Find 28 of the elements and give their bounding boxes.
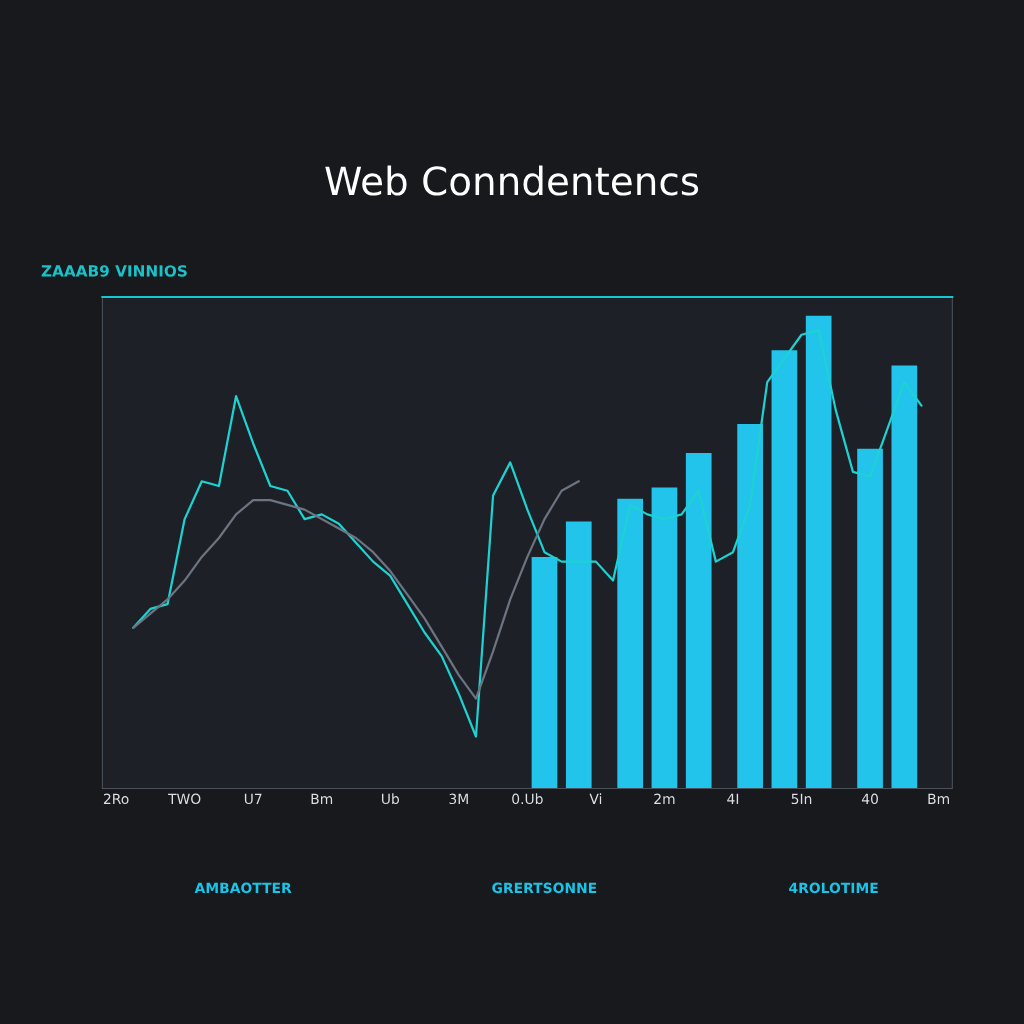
x-tick-label: Bm bbox=[928, 793, 949, 804]
bar bbox=[617, 498, 644, 789]
chart-title: Web Conndentencs bbox=[325, 165, 699, 196]
x-tick-label: 3M bbox=[449, 793, 468, 805]
bar bbox=[805, 315, 832, 789]
x-tick-label: 5In bbox=[791, 793, 812, 805]
text: AMBAOTTER bbox=[194, 882, 292, 894]
text: 4ROLOTIME bbox=[789, 882, 878, 894]
bar bbox=[565, 521, 592, 789]
x-tick-label: U7 bbox=[244, 793, 262, 805]
x-tick-label: 2m bbox=[654, 793, 675, 804]
bar bbox=[685, 452, 712, 789]
bar bbox=[651, 487, 678, 789]
bar bbox=[737, 424, 763, 789]
x-tick-label: Bm bbox=[311, 793, 333, 804]
bar bbox=[891, 365, 918, 789]
bar bbox=[531, 556, 558, 789]
bar bbox=[771, 350, 798, 789]
bar bbox=[857, 448, 883, 789]
x-tick-label: 2Ro bbox=[103, 793, 129, 805]
x-tick-label: 40 bbox=[861, 793, 878, 805]
x-tick-label: Vi bbox=[589, 793, 602, 804]
x-tick-label: TWO bbox=[168, 793, 201, 805]
x-tick-label: 4I bbox=[727, 793, 739, 804]
x-tick-label: Ub bbox=[381, 793, 400, 805]
text: ZAAAB9 VINNIOS bbox=[41, 265, 187, 277]
x-tick-label: 0.Ub bbox=[512, 793, 543, 805]
text: GRERTSONNE bbox=[492, 882, 597, 894]
